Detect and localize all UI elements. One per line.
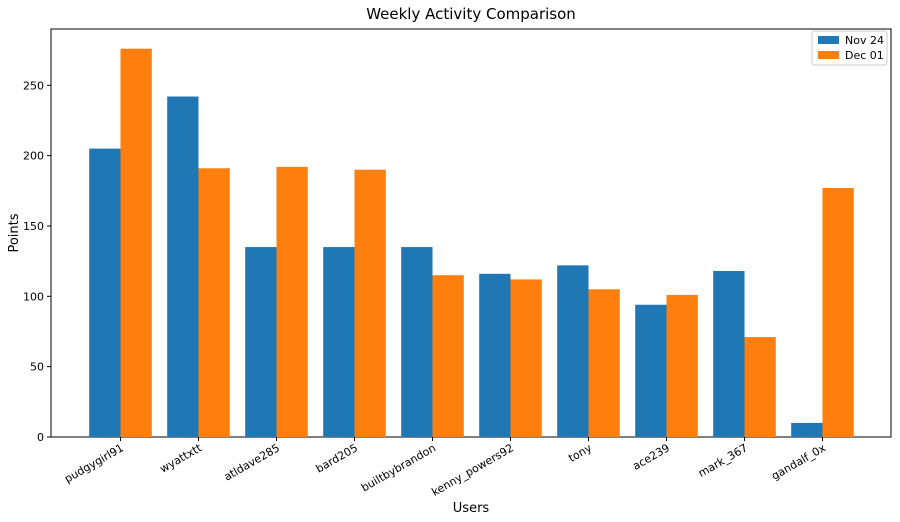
bar-dec01-gandalf_0x [822,187,854,437]
x-tick-label: wyattxtt [158,441,205,476]
bar-dec01-mark_367 [744,337,776,437]
bar-dec01-atldave285 [276,166,308,437]
x-tick-label: builtbybrandon [359,441,438,494]
bar-dec01-kenny_powers92 [510,279,542,437]
bar-nov24-wyattxtt [167,96,199,437]
bar-nov24-builtbybrandon [401,247,433,437]
chart-title: Weekly Activity Comparison [366,5,576,23]
y-tick-label: 200 [23,150,44,163]
y-tick-label: 250 [23,79,44,92]
x-axis-label: Users [453,501,490,516]
y-tick-label: 100 [23,290,44,303]
bar-nov24-kenny_powers92 [479,273,511,437]
x-tick-label: atldave285 [222,441,282,483]
bar-dec01-wyattxtt [198,168,230,437]
x-tick-label: tony [566,441,594,465]
bar-dec01-pudgygirl91 [120,48,152,437]
bar-nov24-mark_367 [713,270,745,437]
y-tick-label: 0 [37,431,44,444]
bar-dec01-bard205 [354,169,386,437]
bars [89,48,854,437]
y-axis-label: Points [7,213,22,252]
legend-label: Nov 24 [845,34,884,47]
x-tick-label: mark_367 [696,441,750,480]
x-tick-label: bard205 [314,441,360,475]
bar-nov24-tony [557,265,589,437]
bar-nov24-pudgygirl91 [89,148,121,437]
legend-label: Dec 01 [845,49,884,62]
bar-nov24-atldave285 [245,247,277,437]
y-tick-label: 150 [23,220,44,233]
bar-dec01-builtbybrandon [432,275,464,437]
legend-swatch [818,51,839,59]
x-tick-label: ace239 [630,441,672,473]
bar-nov24-bard205 [323,247,355,437]
bar-dec01-ace239 [666,294,698,437]
x-tick-label: gandalf_0x [769,441,828,483]
bar-nov24-ace239 [635,304,667,437]
bar-dec01-tony [588,289,620,437]
plot-frame [50,28,892,438]
bar-nov24-gandalf_0x [791,422,823,437]
legend-swatch [818,36,839,44]
y-tick-label: 50 [30,361,44,374]
x-tick-label: pudgygirl91 [62,441,126,485]
legend: Nov 24 Dec 01 [811,30,888,66]
y-axis: 0 50 100 150 200 250 [23,79,51,444]
x-axis: pudgygirl91 wyattxtt atldave285 bard205buil… [62,437,828,499]
x-tick-label: kenny_powers92 [429,441,516,498]
